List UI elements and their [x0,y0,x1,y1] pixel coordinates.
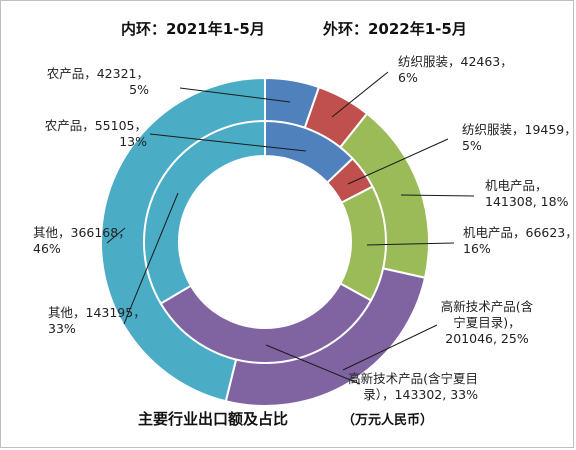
inner-data-label-1-line-1: 5% [462,138,482,153]
inner-leader-line-4 [123,192,179,325]
outer-leader-line-2 [400,194,475,197]
outer-data-label-0-line-0: 农产品，42321， [47,66,149,81]
inner-data-label-0: 农产品，55105， 13% [45,118,147,149]
inner-leader-line-0 [149,133,307,152]
inner-data-label-0-line-0: 农产品，55105， [45,118,147,133]
outer-data-label-0-line-1: 5% [129,82,149,97]
outer-data-label-2-line-1: 141308, 18% [485,194,569,209]
inner-data-label-2-line-1: 16% [463,241,491,256]
inner-data-label-2: 机电产品，66623， 16% [463,225,576,256]
data-labels: 农产品，42321， 5%纺织服装，42463， 6%机电产品， 141308, 18… [33,54,576,402]
rings [100,76,430,407]
outer-leader-line-3 [342,324,438,371]
outer-leader-line-1 [331,71,389,118]
outer-data-label-3-line-2: 201046, 25% [445,331,529,346]
outer-data-label-3: 高新技术产品(含宁夏目录)， 201046, 25% [441,299,534,346]
inner-data-label-3-line-0: 高新技术产品(含宁夏目 [348,371,478,386]
outer-data-label-2: 机电产品， 141308, 18% [485,178,569,209]
inner-data-label-0-line-1: 13% [119,134,147,149]
inner-leader-line-2 [366,242,455,246]
inner-data-label-4-line-1: 33% [48,321,76,336]
outer-leader-line-0 [179,87,291,103]
inner-ring-heading: 内环：2021年1-5月 [121,20,265,38]
leader-lines [106,71,475,385]
chart-title: 主要行业出口额及占比 [138,410,288,428]
inner-data-label-4: 其他，143195， 33% [48,305,146,336]
outer-ring-heading: 外环：2022年1-5月 [322,20,467,38]
inner-leader-line-3 [265,344,361,385]
inner-data-label-1: 纺织服装，19459， 5% [462,122,576,153]
inner-data-label-3: 高新技术产品(含宁夏目录），143302, 33% [348,371,478,402]
inner-slice-4 [143,119,266,305]
outer-leader-line-4 [106,227,126,244]
outer-data-label-3-line-0: 高新技术产品(含 [441,299,534,314]
inner-data-label-3-line-1: 录），143302, 33% [363,387,478,402]
outer-data-label-4-line-1: 46% [33,241,61,256]
inner-leader-line-1 [347,138,449,185]
outer-data-label-2-line-0: 机电产品， [485,178,548,193]
chart-unit: （万元人民币） [342,412,433,428]
outer-data-label-1-line-0: 纺织服装，42463， [398,54,513,69]
inner-data-label-4-line-0: 其他，143195， [48,305,146,320]
outer-data-label-1-line-1: 6% [398,70,418,85]
inner-data-label-2-line-0: 机电产品，66623， [463,225,576,240]
outer-data-label-4-line-0: 其他，366168， [33,225,131,240]
outer-data-label-1: 纺织服装，42463， 6% [398,54,513,85]
outer-data-label-0: 农产品，42321， 5% [47,66,149,97]
outer-data-label-4: 其他，366168， 46% [33,225,131,256]
inner-data-label-1-line-0: 纺织服装，19459， [462,122,576,137]
outer-data-label-3-line-1: 宁夏目录)， [453,315,520,330]
inner-slice-2 [338,185,387,302]
